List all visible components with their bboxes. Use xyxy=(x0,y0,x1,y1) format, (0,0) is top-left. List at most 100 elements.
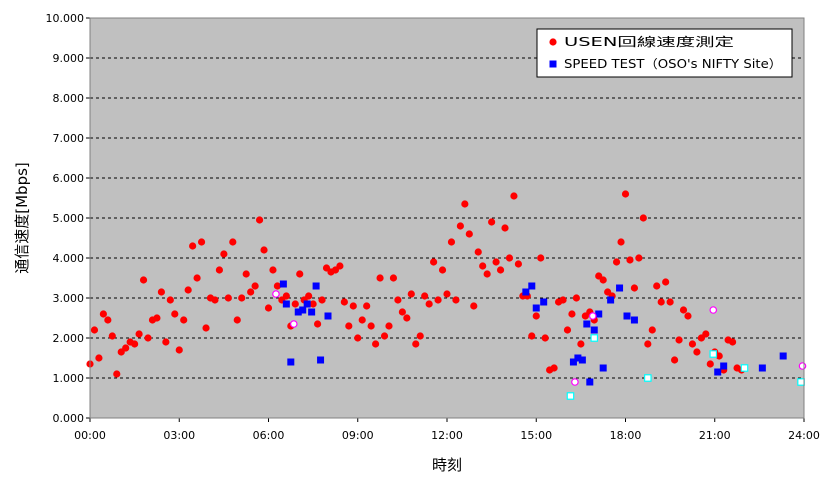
data-point xyxy=(488,218,496,226)
data-point xyxy=(626,256,634,264)
data-point xyxy=(166,296,174,304)
data-point xyxy=(639,214,647,222)
data-point xyxy=(532,312,540,320)
data-point xyxy=(617,238,625,246)
data-point xyxy=(135,330,143,338)
data-point xyxy=(95,354,103,362)
data-point xyxy=(537,254,545,262)
data-point xyxy=(175,346,183,354)
data-point xyxy=(104,316,112,324)
data-point xyxy=(345,322,353,330)
data-point xyxy=(653,282,661,290)
data-point xyxy=(122,344,130,352)
data-point xyxy=(272,290,280,298)
data-point xyxy=(559,296,567,304)
data-point xyxy=(90,326,99,334)
data-point xyxy=(675,336,683,344)
data-point xyxy=(108,332,116,340)
data-point xyxy=(720,362,728,370)
data-point xyxy=(505,254,514,262)
data-point xyxy=(465,230,473,238)
data-point xyxy=(238,294,246,302)
data-point xyxy=(224,294,232,302)
data-point xyxy=(566,392,575,400)
data-point xyxy=(434,296,442,304)
y-tick-label: 3.000 xyxy=(53,292,85,305)
data-point xyxy=(287,358,295,366)
data-point xyxy=(289,320,298,328)
y-tick-label: 8.000 xyxy=(53,92,85,105)
data-point xyxy=(430,258,438,266)
data-point xyxy=(131,340,139,348)
data-point xyxy=(684,312,692,320)
data-point xyxy=(670,356,679,364)
x-tick-label: 24:00 xyxy=(788,429,820,442)
data-point xyxy=(340,298,348,306)
data-point xyxy=(308,308,316,316)
data-point xyxy=(456,222,464,230)
data-point xyxy=(612,258,621,266)
x-tick-label: 06:00 xyxy=(253,429,285,442)
y-tick-label: 7.000 xyxy=(53,132,85,145)
x-tick-label: 09:00 xyxy=(342,429,374,442)
data-point xyxy=(630,284,639,292)
data-point xyxy=(470,302,478,310)
plot-border xyxy=(89,17,805,419)
y-tick-label: 0.000 xyxy=(53,412,85,425)
data-point xyxy=(583,320,591,328)
data-point xyxy=(113,370,121,378)
data-point xyxy=(510,192,518,200)
data-point xyxy=(202,324,210,332)
data-point xyxy=(394,296,402,304)
data-point xyxy=(318,296,326,304)
data-point xyxy=(479,262,487,270)
data-point xyxy=(679,306,688,314)
data-point xyxy=(599,276,607,284)
data-point xyxy=(144,334,152,342)
x-tick-label: 12:00 xyxy=(431,429,463,442)
data-point xyxy=(599,364,607,372)
legend: USEN回線速度測定 SPEED TEST（OSO's NIFTY Site） xyxy=(536,28,793,78)
data-point xyxy=(574,354,582,362)
data-point xyxy=(282,292,290,300)
data-point xyxy=(294,308,302,316)
data-point xyxy=(305,292,313,300)
y-tick-label: 1.000 xyxy=(53,372,85,385)
data-point xyxy=(162,338,170,346)
data-point xyxy=(380,332,389,340)
data-point xyxy=(229,238,237,246)
data-point xyxy=(299,306,307,314)
series-0 xyxy=(86,190,746,378)
data-point xyxy=(363,302,371,310)
data-point xyxy=(197,238,206,246)
data-point xyxy=(242,270,250,278)
y-tick-label: 6.000 xyxy=(53,172,85,185)
data-point xyxy=(324,312,332,320)
data-point xyxy=(247,288,255,296)
data-point xyxy=(563,326,572,334)
data-point xyxy=(291,300,299,308)
data-point xyxy=(269,266,277,274)
data-point xyxy=(251,282,259,290)
data-point xyxy=(501,224,509,232)
data-point xyxy=(758,364,766,372)
data-point xyxy=(264,304,273,312)
data-point xyxy=(666,298,674,306)
data-point xyxy=(403,314,411,322)
data-point xyxy=(532,304,540,312)
data-point xyxy=(586,378,594,386)
data-point xyxy=(412,340,420,348)
data-point xyxy=(279,280,287,288)
data-point xyxy=(273,282,282,290)
data-point xyxy=(303,300,311,308)
data-point xyxy=(296,270,304,278)
data-point xyxy=(376,274,384,282)
data-point xyxy=(492,258,500,266)
data-point xyxy=(358,316,366,324)
data-point xyxy=(312,282,320,290)
data-point xyxy=(452,296,460,304)
data-point xyxy=(709,306,718,314)
data-point xyxy=(709,350,718,358)
data-point xyxy=(571,378,579,386)
